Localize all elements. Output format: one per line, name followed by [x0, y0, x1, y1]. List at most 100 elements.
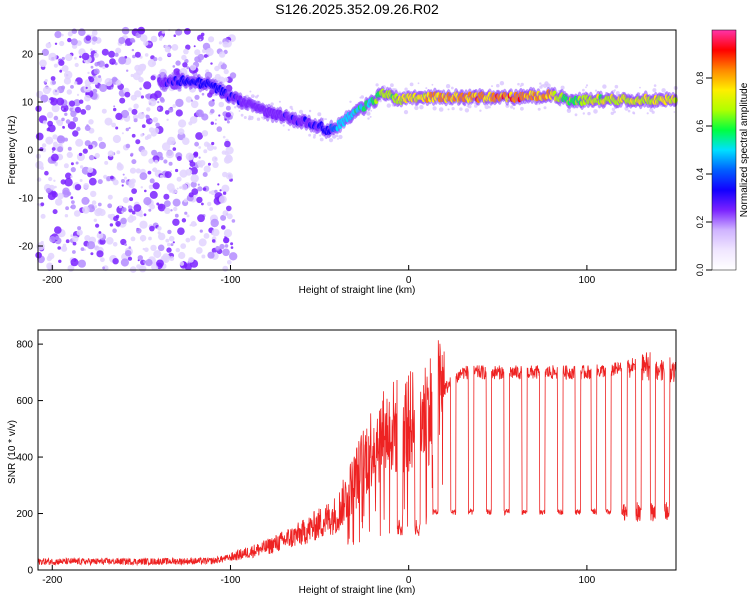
noise-speck — [67, 146, 72, 151]
noise-speck — [164, 171, 172, 179]
noise-speck — [419, 105, 424, 110]
noise-speck — [119, 97, 126, 104]
noise-speck — [491, 85, 493, 88]
noise-speck — [197, 183, 200, 186]
y-tick-label: 200 — [16, 509, 33, 520]
noise-speck — [88, 177, 97, 186]
noise-speck — [40, 94, 49, 103]
noise-speck — [121, 207, 127, 213]
noise-speck — [188, 256, 194, 263]
noise-speck — [202, 172, 208, 177]
noise-speck — [153, 127, 160, 134]
noise-speck — [35, 251, 42, 259]
noise-speck — [213, 146, 217, 150]
noise-speck — [115, 47, 122, 54]
noise-speck — [136, 228, 142, 234]
noise-speck — [184, 263, 192, 271]
noise-speck — [225, 146, 234, 155]
y-tick-label: -20 — [19, 242, 34, 253]
noise-speck — [57, 246, 61, 250]
noise-speck — [149, 190, 158, 199]
noise-speck — [225, 172, 233, 180]
noise-speck — [560, 85, 565, 90]
noise-speck — [92, 36, 98, 42]
noise-speck — [93, 68, 100, 75]
noise-speck — [104, 117, 113, 126]
noise-speck — [438, 107, 444, 112]
noise-speck — [80, 109, 87, 115]
noise-speck — [51, 104, 60, 113]
noise-speck — [66, 89, 73, 95]
noise-speck — [39, 59, 47, 68]
noise-speck — [349, 100, 352, 104]
noise-speck — [156, 202, 160, 206]
noise-speck — [203, 233, 210, 239]
noise-speck — [96, 250, 104, 258]
noise-speck — [119, 205, 122, 209]
noise-speck — [519, 85, 522, 88]
noise-speck — [137, 112, 145, 120]
noise-speck — [124, 176, 127, 180]
noise-speck — [197, 34, 204, 42]
noise-speck — [203, 165, 211, 173]
y-tick-label: 10 — [22, 98, 34, 109]
y-tick-label: 20 — [22, 50, 34, 61]
noise-speck — [199, 229, 203, 233]
noise-speck — [172, 218, 180, 226]
noise-speck — [129, 167, 137, 174]
noise-speck — [117, 162, 122, 168]
noise-speck — [220, 214, 227, 221]
noise-speck — [198, 146, 202, 149]
noise-speck — [118, 56, 127, 65]
noise-speck — [256, 94, 260, 98]
noise-speck — [167, 136, 176, 145]
noise-speck — [170, 209, 173, 212]
noise-speck — [45, 187, 52, 194]
noise-speck — [177, 128, 185, 135]
noise-speck — [632, 111, 635, 114]
noise-speck — [360, 95, 364, 99]
noise-speck — [184, 28, 191, 35]
noise-speck — [53, 63, 59, 68]
y-tick-label: -10 — [19, 194, 34, 205]
noise-speck — [84, 94, 91, 102]
noise-speck — [157, 101, 160, 104]
noise-speck — [190, 174, 199, 183]
y-tick-label: 600 — [16, 396, 33, 407]
noise-speck — [128, 179, 134, 185]
noise-speck — [120, 217, 127, 225]
noise-speck — [174, 190, 178, 194]
noise-speck — [87, 172, 93, 178]
noise-speck — [132, 54, 136, 59]
colorbar-tick-label: 0.4 — [695, 168, 705, 181]
noise-speck — [170, 243, 174, 247]
noise-speck — [98, 231, 102, 234]
noise-speck — [639, 86, 641, 89]
noise-speck — [602, 84, 607, 89]
noise-speck — [125, 250, 132, 257]
noise-speck — [451, 107, 455, 111]
spectrogram-marks — [35, 26, 678, 273]
noise-speck — [164, 207, 171, 214]
noise-speck — [97, 179, 103, 185]
noise-speck — [157, 226, 162, 231]
noise-speck — [190, 235, 196, 241]
noise-speck — [84, 140, 91, 147]
noise-speck — [74, 81, 78, 85]
noise-speck — [585, 84, 589, 87]
noise-speck — [159, 37, 163, 41]
snr-x-axis-label: Height of straight line (km) — [299, 585, 416, 596]
noise-speck — [35, 105, 42, 112]
noise-speck — [131, 133, 136, 138]
noise-speck — [175, 98, 184, 108]
noise-speck — [178, 119, 187, 128]
y-tick-label: 400 — [16, 453, 33, 464]
noise-speck — [215, 246, 221, 251]
noise-speck — [91, 200, 97, 205]
noise-speck — [190, 100, 199, 109]
noise-speck — [367, 117, 370, 120]
noise-speck — [121, 26, 130, 35]
noise-speck — [93, 218, 98, 222]
noise-speck — [158, 56, 163, 62]
